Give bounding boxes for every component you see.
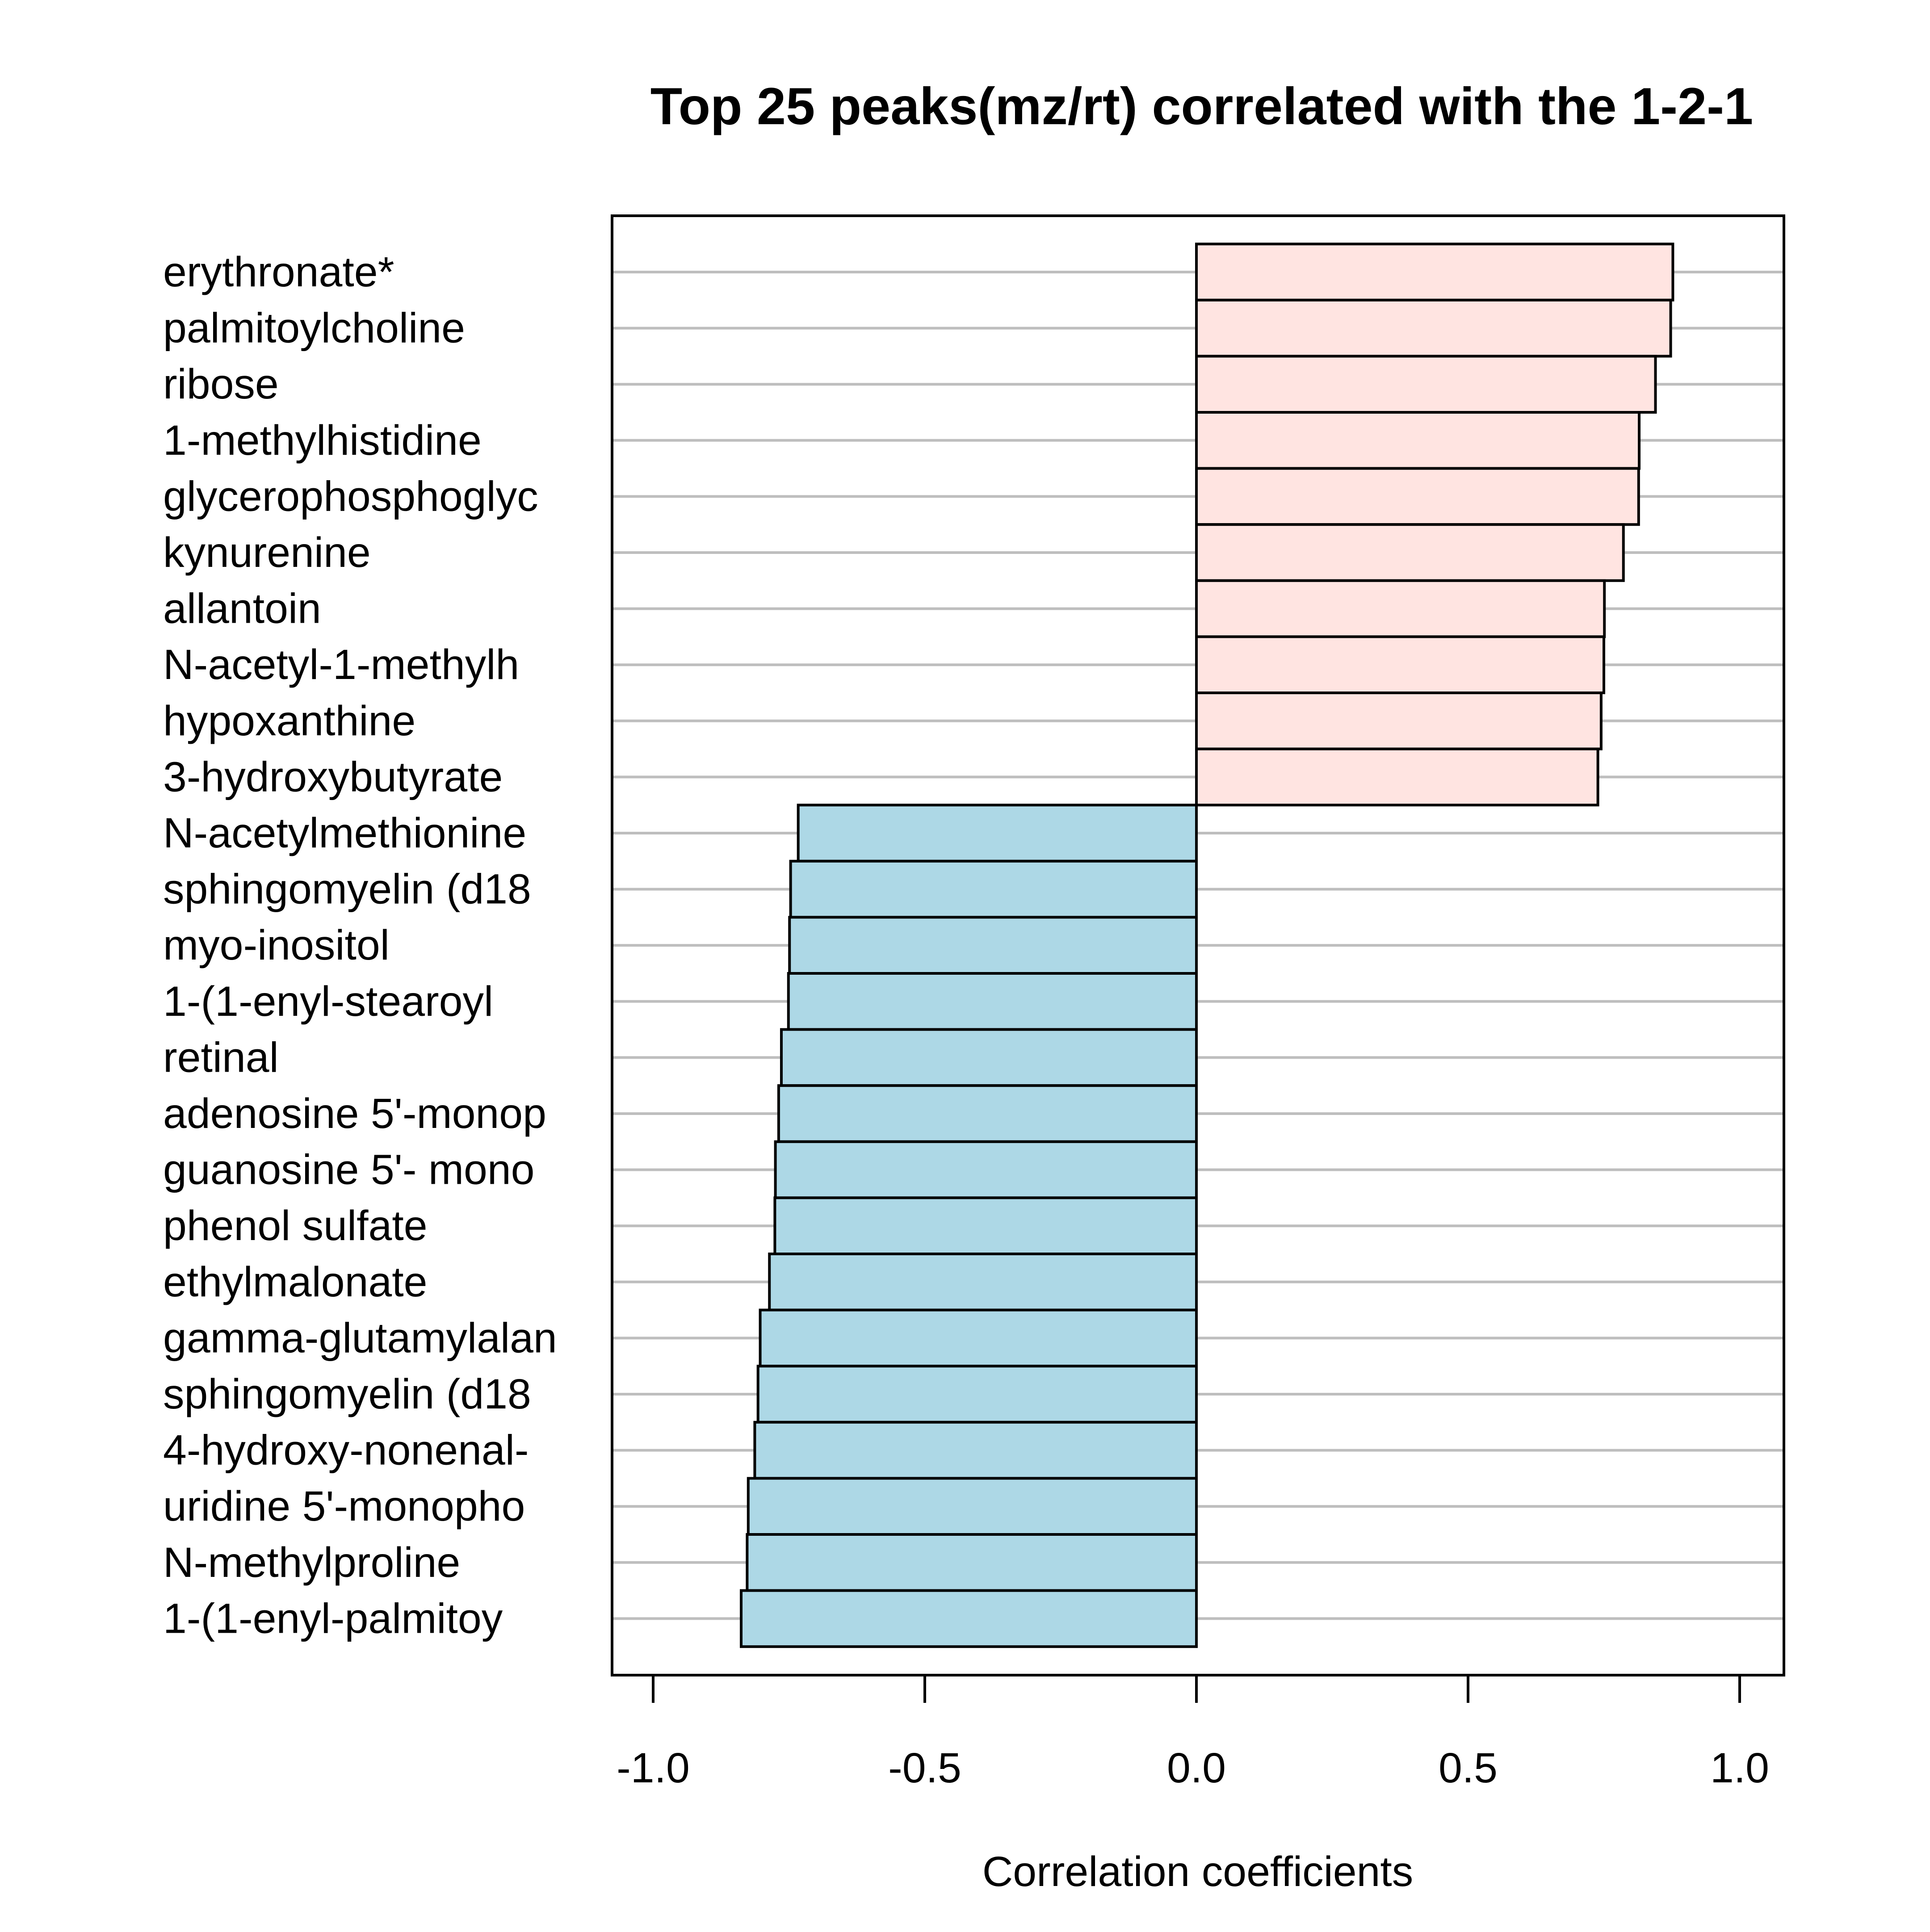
bar — [1195, 243, 1674, 302]
category-label: hypoxanthine — [163, 697, 415, 745]
bar — [768, 1253, 1198, 1312]
category-label: erythronate* — [163, 248, 394, 296]
x-axis: -1.0 -0.5 0.0 0.5 1.0 — [617, 1674, 1769, 1792]
x-axis-title: Correlation coefficients — [982, 1848, 1414, 1895]
category-label: glycerophosphoglyc — [163, 473, 538, 520]
category-label: myo-inositol — [163, 922, 390, 969]
category-label: 1-methylhistidine — [163, 417, 482, 464]
category-label: N-acetyl-1-methylh — [163, 641, 519, 688]
bar — [1195, 579, 1606, 638]
bar — [773, 1196, 1198, 1255]
category-label: allantoin — [163, 585, 321, 633]
category-label: palmitoylcholine — [163, 305, 465, 352]
x-tick-label: -0.5 — [888, 1744, 961, 1792]
bar — [788, 916, 1198, 975]
bar — [756, 1365, 1198, 1424]
bar — [1195, 298, 1672, 358]
x-tick-label: 1.0 — [1710, 1744, 1769, 1792]
bar — [774, 1140, 1198, 1199]
bar — [1195, 747, 1599, 807]
category-label: sphingomyelin (d18 — [163, 1370, 531, 1418]
bar — [759, 1308, 1198, 1368]
category-label: ethylmalonate — [163, 1258, 427, 1306]
bar — [739, 1589, 1198, 1648]
category-label: 1-(1-enyl-stearoyl — [163, 978, 493, 1025]
category-labels: erythronate* palmitoylcholine ribose 1-meth… — [163, 248, 557, 1642]
x-tick-label: -1.0 — [617, 1744, 690, 1792]
category-label: ribose — [163, 360, 279, 408]
category-label: 4-hydroxy-nonenal- — [163, 1427, 529, 1474]
bar — [780, 1028, 1198, 1087]
category-label: N-acetylmethionine — [163, 809, 526, 857]
bar — [1195, 691, 1603, 750]
bar — [787, 972, 1198, 1031]
bar — [1195, 467, 1640, 526]
category-label: uridine 5'-monopho — [163, 1483, 525, 1530]
bar — [777, 1084, 1198, 1143]
bar — [1195, 523, 1625, 582]
category-label: sphingomyelin (d18 — [163, 866, 531, 913]
bar — [1195, 635, 1605, 695]
bar — [753, 1421, 1198, 1480]
bar — [746, 1533, 1198, 1592]
bar — [747, 1477, 1198, 1536]
category-label: phenol sulfate — [163, 1202, 428, 1249]
x-tick-label: 0.5 — [1439, 1744, 1498, 1792]
category-label: 3-hydroxybutyrate — [163, 753, 503, 800]
chart-title: Top 25 peaks(mz/rt) correlated with the … — [650, 77, 1753, 135]
category-label: retinal — [163, 1034, 279, 1081]
x-tick-label: 0.0 — [1167, 1744, 1226, 1792]
category-label: 1-(1-enyl-palmitoy — [163, 1595, 503, 1642]
category-label: guanosine 5'- mono — [163, 1146, 534, 1194]
bars — [739, 243, 1674, 1648]
bar — [797, 804, 1198, 863]
category-label: N-methylproline — [163, 1539, 460, 1586]
bar — [1195, 411, 1641, 470]
bar — [1195, 355, 1657, 414]
category-label: adenosine 5'-monop — [163, 1090, 546, 1137]
bar — [789, 859, 1198, 919]
category-label: kynurenine — [163, 529, 371, 576]
category-label: gamma-glutamylalan — [163, 1314, 557, 1362]
